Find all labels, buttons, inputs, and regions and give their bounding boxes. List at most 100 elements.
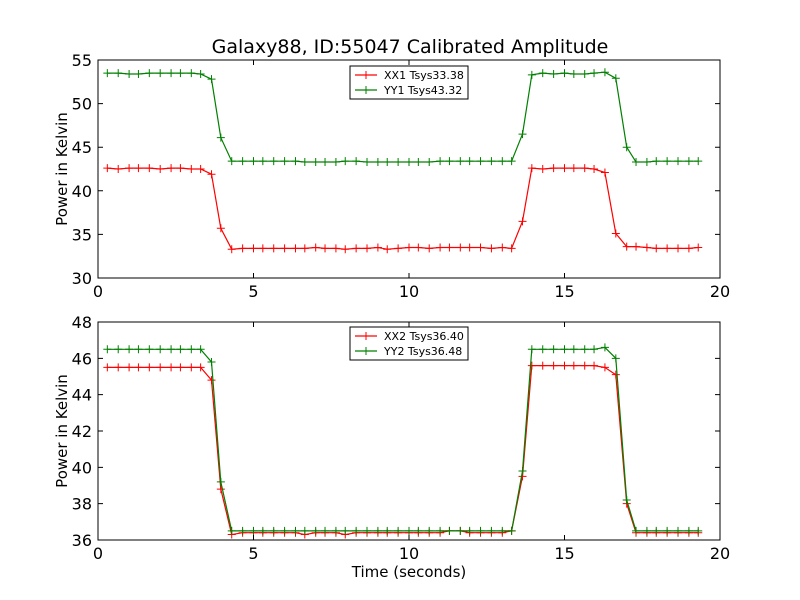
data-point (167, 363, 176, 372)
data-point (103, 164, 112, 173)
data-point (321, 158, 330, 167)
data-point (652, 157, 661, 166)
y-tick-label: 55 (72, 51, 92, 70)
y-axis-label: Power in Kelvin (53, 374, 71, 488)
data-point (187, 69, 196, 78)
data-point (487, 244, 496, 253)
series-line (107, 346, 699, 532)
data-point (145, 164, 154, 173)
data-point (642, 158, 651, 167)
data-point (216, 224, 225, 233)
data-point (538, 345, 547, 354)
data-point (498, 526, 507, 535)
data-point (114, 363, 123, 372)
series-xx1 (103, 164, 703, 254)
data-point (207, 170, 216, 179)
data-point (569, 361, 578, 370)
data-point (373, 243, 382, 252)
data-point (300, 158, 309, 167)
data-point (569, 164, 578, 173)
data-point (436, 243, 445, 252)
data-point (114, 69, 123, 78)
data-point (321, 244, 330, 253)
data-point (600, 168, 609, 177)
series-yy1 (103, 68, 703, 167)
series-line (107, 167, 699, 250)
data-point (663, 526, 672, 535)
data-point (394, 244, 403, 253)
data-point (694, 526, 703, 535)
data-point (352, 526, 361, 535)
legend-label: YY1 Tsys43.32 (383, 84, 462, 97)
data-point (560, 164, 569, 173)
data-point (176, 363, 185, 372)
data-point (311, 158, 320, 167)
data-point (436, 157, 445, 166)
data-point (456, 243, 465, 252)
data-point (663, 157, 672, 166)
data-point (611, 370, 620, 379)
data-point (632, 526, 641, 535)
data-point (674, 526, 683, 535)
data-point (425, 244, 434, 253)
data-point (405, 243, 413, 252)
data-point (280, 244, 289, 253)
data-point (196, 69, 205, 78)
data-point (216, 477, 225, 486)
data-point (300, 244, 309, 253)
data-point (114, 165, 123, 173)
data-point (145, 69, 154, 78)
data-point (196, 345, 205, 354)
data-point (560, 345, 569, 354)
data-point (405, 158, 413, 167)
data-point (114, 345, 123, 354)
data-point (527, 164, 536, 173)
y-tick-label: 40 (72, 182, 92, 201)
data-point (331, 158, 340, 167)
figure-title: Galaxy88, ID:55047 Calibrated Amplitude (212, 36, 609, 58)
data-point (216, 133, 225, 142)
data-point (538, 165, 547, 173)
data-point (507, 244, 516, 253)
x-tick-label: 10 (399, 282, 419, 301)
series-line (107, 365, 699, 536)
data-point (363, 158, 372, 167)
data-point (560, 361, 569, 370)
data-point (518, 130, 527, 139)
data-point (227, 157, 236, 166)
data-point (518, 466, 527, 475)
y-axis-label: Power in Kelvin (53, 112, 71, 226)
data-point (176, 345, 185, 354)
data-point (176, 164, 185, 173)
data-point (632, 242, 641, 251)
data-point (436, 526, 445, 535)
data-point (103, 345, 112, 354)
data-point (103, 69, 112, 78)
data-point (580, 69, 589, 78)
data-point (600, 68, 609, 77)
data-point (580, 164, 589, 173)
data-point (383, 526, 392, 535)
data-point (176, 69, 185, 78)
y-tick-label: 46 (72, 349, 92, 368)
data-point (167, 164, 176, 173)
data-point (145, 363, 154, 372)
data-point (352, 157, 361, 166)
data-point (134, 363, 143, 372)
data-point (549, 361, 558, 370)
data-point (156, 363, 165, 372)
data-point (321, 526, 330, 535)
data-point (258, 526, 267, 535)
data-point (280, 157, 289, 166)
data-point (249, 244, 258, 253)
x-tick-label: 5 (248, 544, 258, 563)
y-tick-label: 30 (72, 269, 92, 288)
data-point (632, 158, 641, 167)
data-point (258, 244, 267, 253)
data-point (538, 69, 547, 78)
data-point (269, 157, 278, 166)
data-point (674, 244, 683, 253)
data-point (363, 244, 372, 253)
x-tick-label: 10 (399, 544, 419, 563)
